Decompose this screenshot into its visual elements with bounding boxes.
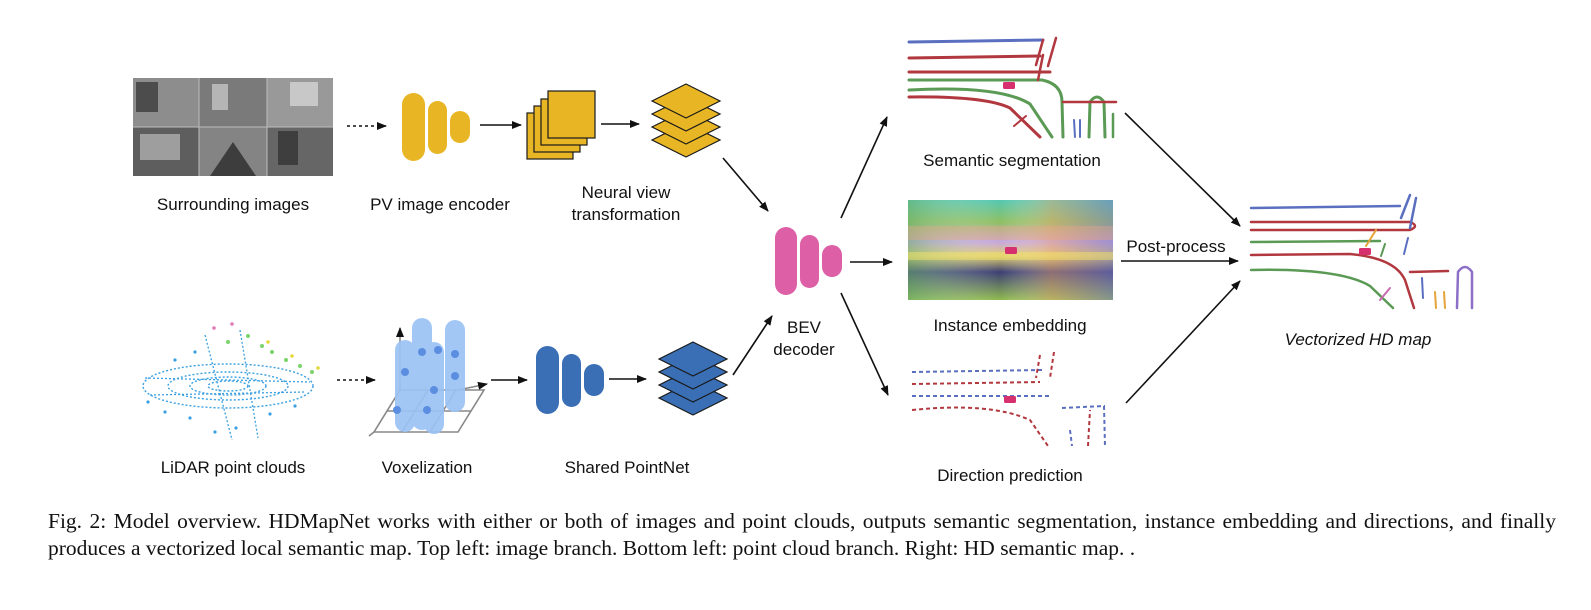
direction-prediction-map [911,351,1106,447]
vectorized-hd-map [1249,193,1474,310]
arrow-bev-to-semantic [840,116,888,219]
lidar-point-cloud-thumbnail [142,322,320,441]
surrounding-images-thumbnail [133,78,333,176]
arrow-image-branch-to-bev [722,157,769,212]
figure-caption: Fig. 2: Model overview. HDMapNet works w… [48,509,1556,560]
shared-pointnet-label: Shared PointNet [565,458,690,477]
lidar-bev-layer-stack-icon [657,341,729,416]
car-icon [1005,247,1017,254]
pv-image-encoder-label: PV image encoder [370,195,510,214]
direction-prediction-label: Direction prediction [937,466,1083,485]
pv-image-encoder-icon [402,93,470,161]
feature-stack-icon [526,90,596,160]
car-icon [1003,82,1015,89]
neural-view-label-line2: transformation [572,205,681,224]
semantic-segmentation-map [907,36,1118,139]
image-bev-layer-stack-icon [650,83,722,158]
semantic-segmentation-label: Semantic segmentation [923,151,1101,170]
surrounding-images-label: Surrounding images [157,195,309,214]
bev-decoder-icon [775,227,842,295]
voxelization-label: Voxelization [382,458,473,477]
shared-pointnet-icon [536,346,604,414]
arrow-bev-to-direction [840,292,889,396]
car-icon [1004,396,1016,403]
vectorized-map-label: Vectorized HD map [1285,330,1432,349]
post-process-label: Post-process [1126,237,1225,256]
arrow-lidar-branch-to-bev [732,315,773,376]
model-overview-diagram: Surrounding images PV image encoder Neur… [133,36,1474,485]
arrow-semantic-to-map [1124,112,1241,227]
bev-decoder-label-line1: BEV [787,318,822,337]
voxelization-icon [368,318,488,437]
arrow-direction-to-map [1125,280,1241,404]
bev-decoder-label-line2: decoder [773,340,835,359]
neural-view-label-line1: Neural view [582,183,672,202]
lidar-label: LiDAR point clouds [161,458,306,477]
instance-embedding-label: Instance embedding [933,316,1086,335]
car-icon [1359,248,1371,255]
